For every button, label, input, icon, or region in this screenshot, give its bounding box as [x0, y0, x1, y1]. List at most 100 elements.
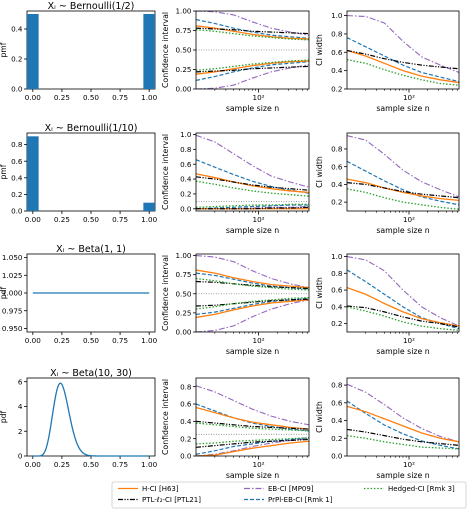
dist-ylabel: pdf — [0, 287, 8, 300]
width-ytick-label: 0.8 — [331, 269, 343, 278]
width-ptl-line — [347, 182, 459, 199]
dist-xtick-label: 0.25 — [54, 460, 70, 469]
width-ytick-label: 1.0 — [331, 11, 343, 20]
ci-ytick-label: 0.6 — [180, 400, 192, 409]
dist-xtick-label: 1.00 — [141, 215, 157, 224]
ci-ebci-upper — [196, 11, 309, 36]
width-ptl-line — [347, 49, 459, 70]
ci-hedged-lower — [196, 437, 309, 445]
dist-xtick-label: 0.75 — [112, 336, 128, 345]
ci-hedged-lower — [196, 296, 309, 310]
width-ytick-label: 0.2 — [331, 434, 342, 443]
ci-ebci-upper — [196, 385, 309, 426]
ci-ytick-label: 0.00 — [175, 85, 191, 94]
dist-ytick-label: 1.025 — [2, 271, 23, 280]
ci-hci-upper — [196, 406, 309, 430]
width-ebci-line — [347, 255, 459, 327]
ci-hedged-lower — [196, 59, 309, 71]
dist-xtick-label: 0.25 — [54, 336, 70, 345]
ci-ptl-upper — [196, 280, 309, 290]
ci-ytick-label: 0.8 — [180, 382, 192, 391]
ci-ptl-lower — [196, 206, 309, 210]
ci-xtick-label: 10² — [253, 93, 265, 102]
width-xlabel: sample size n — [376, 471, 429, 480]
dist-ytick-label: 0.4 — [11, 25, 23, 34]
width-prpl-line — [347, 269, 459, 330]
dist-xtick-label: 1.00 — [141, 336, 157, 345]
width-xlabel: sample size n — [376, 226, 429, 235]
dist-ytick-label: 2 — [18, 427, 23, 436]
ci-ytick-label: 0.50 — [175, 289, 191, 298]
width-ytick-label: 0.2 — [331, 198, 342, 207]
width-ytick-label: 0.6 — [331, 162, 343, 171]
legend-label: PrPl-EB-CI [Rmk 1] — [268, 496, 333, 504]
ci-ptl-lower — [196, 298, 309, 307]
width-ytick-label: 0.4 — [331, 302, 343, 311]
ci-prpl-upper — [196, 159, 309, 194]
ci-prpl-upper — [196, 272, 309, 290]
width-hci-line — [347, 405, 459, 443]
width-hci-line — [347, 286, 459, 327]
width-ytick-label: 0.4 — [331, 180, 343, 189]
dist-title: Xᵢ ~ Bernoulli(1/10) — [45, 123, 138, 134]
dist-ytick-label: 0.2 — [11, 190, 22, 199]
width-ytick-label: 0.8 — [331, 145, 343, 154]
ci-hedged-lower — [196, 203, 309, 208]
width-ytick-label: 0.4 — [331, 66, 343, 75]
ci-ytick-label: 0.00 — [175, 328, 191, 337]
ci-ebci-lower — [196, 64, 309, 89]
width-xtick-label: 10² — [403, 215, 415, 224]
ci-ytick-label: 1.00 — [175, 251, 191, 260]
width-ylabel: CI width — [315, 401, 324, 433]
dist-ylabel: pdf — [0, 411, 8, 424]
dist-ylabel: pmf — [0, 42, 8, 57]
dist-xtick-label: 0.00 — [25, 336, 41, 345]
ci-xlabel: sample size n — [226, 471, 279, 480]
ci-prpl-lower — [196, 61, 309, 82]
dist-ytick-label: 1.000 — [2, 289, 23, 298]
dist-xtick-label: 0.50 — [83, 93, 99, 102]
width-ebci-line — [347, 15, 459, 73]
dist-xtick-label: 0.75 — [112, 93, 128, 102]
dist-xtick-label: 0.75 — [112, 215, 128, 224]
ci-ylabel: Confidence interval — [161, 134, 170, 210]
dist-xtick-label: 0.00 — [25, 460, 41, 469]
width-ytick-label: 1.0 — [331, 252, 343, 261]
ci-ptl-lower — [196, 65, 309, 73]
dist-xtick-label: 0.00 — [25, 93, 41, 102]
ci-xtick-label: 10² — [253, 336, 265, 345]
width-ytick-label: 0.2 — [331, 319, 342, 328]
ci-prpl-lower — [196, 204, 309, 210]
ci-ebci-lower — [196, 438, 309, 456]
dist-xtick-label: 0.25 — [54, 215, 70, 224]
ci-ptl-upper — [196, 27, 309, 35]
width-xtick-label: 10² — [403, 93, 415, 102]
dist-xtick-label: 0.50 — [83, 215, 99, 224]
pmf-bar — [143, 202, 155, 211]
ci-ytick-label: 0.0 — [180, 452, 192, 461]
ci-ytick-label: 0.50 — [175, 46, 191, 55]
pmf-bar — [143, 14, 155, 89]
dist-xtick-label: 1.00 — [141, 93, 157, 102]
ci-hci-lower — [196, 440, 309, 456]
ci-xlabel: sample size n — [226, 347, 279, 356]
width-hedged-line — [347, 434, 459, 450]
width-hedged-line — [347, 188, 459, 210]
dist-ytick-label: 0.8 — [11, 140, 23, 149]
dist-xtick-label: 0.50 — [83, 460, 99, 469]
width-prpl-line — [347, 37, 459, 83]
ci-axes — [195, 132, 310, 212]
ci-ptl-lower — [196, 438, 309, 448]
legend-label: EB-CI [MP09] — [268, 485, 314, 493]
width-ptl-line — [347, 305, 459, 328]
width-xlabel: sample size n — [376, 104, 429, 113]
ci-hci-lower — [196, 60, 309, 75]
width-hedged-line — [347, 59, 459, 86]
pmf-bar — [27, 136, 39, 211]
ci-ylabel: Confidence interval — [161, 255, 170, 331]
ci-hedged-upper — [196, 422, 309, 432]
ci-prpl-upper — [196, 403, 309, 432]
ci-hci-upper — [196, 269, 309, 289]
ci-prpl-lower — [196, 297, 309, 316]
